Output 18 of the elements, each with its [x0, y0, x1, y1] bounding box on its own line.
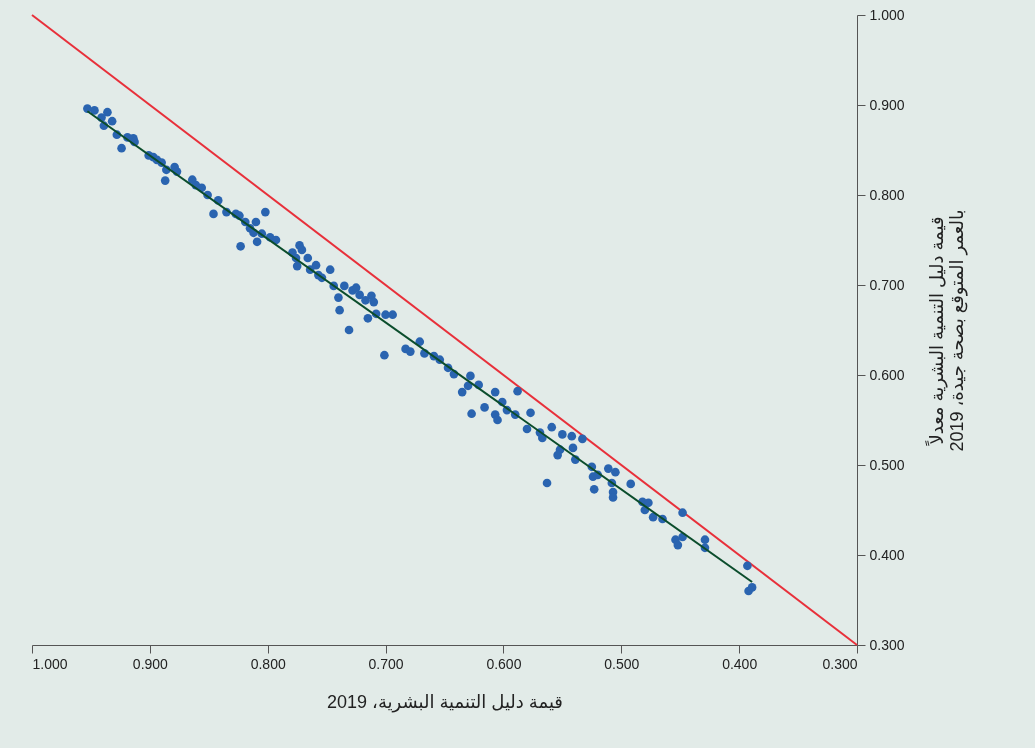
x-tick-label: 0.400	[722, 655, 758, 672]
y-tick-label: 0.900	[869, 96, 905, 113]
x-tick-label: 0.700	[368, 655, 404, 672]
y-tick-label: 0.700	[869, 276, 905, 293]
x-axis-title: قيمة دليل التنمية البشرية، 2019	[327, 691, 563, 713]
y-tick-label: 0.400	[869, 546, 905, 563]
x-tick-label: 0.500	[604, 655, 640, 672]
y-axis-title: قيمة دليل التنمية البشرية معدلاً بالعمر المتوقع بصحة جيدة، 2019	[924, 209, 968, 452]
y-tick-label: 0.600	[869, 366, 905, 383]
y-tick-label: 0.500	[869, 456, 905, 473]
x-tick-label: 0.900	[132, 655, 169, 672]
y-tick-label: 0.800	[869, 186, 905, 203]
x-tick-label: 1.000	[32, 655, 68, 672]
x-tick-label: 0.300	[822, 655, 858, 672]
y-tick-label: 1.000	[869, 6, 905, 23]
y-tick-label: 0.300	[869, 636, 905, 653]
x-tick-label: 0.800	[250, 655, 286, 672]
x-tick-label: 0.600	[486, 655, 522, 672]
